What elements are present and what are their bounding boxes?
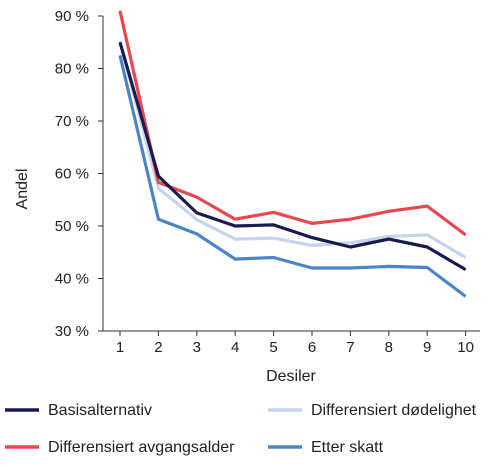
y-tick-label: 30 % (55, 323, 89, 340)
y-tick-label: 80 % (55, 61, 89, 78)
x-tick-label: 8 (385, 339, 393, 356)
x-axis-title: Desiler (266, 368, 316, 385)
x-tick-label: 6 (308, 339, 316, 356)
y-tick-label: 40 % (55, 271, 89, 288)
y-tick-label: 50 % (55, 218, 89, 235)
y-tick-label: 70 % (55, 113, 89, 130)
x-tick-label: 1 (116, 339, 124, 356)
x-tick-label: 9 (423, 339, 431, 356)
series-lines (118, 10, 467, 298)
y-tick-label: 60 % (55, 166, 89, 183)
x-tick-label: 5 (269, 339, 277, 356)
x-tick-label: 10 (457, 339, 474, 356)
series-line-0 (118, 41, 467, 271)
x-tick-label: 7 (346, 339, 354, 356)
legend-label-0: Basisalternativ (48, 402, 152, 419)
y-axis: 30 % 40 % 50 % 60 % 70 % 80 % 90 % (55, 8, 104, 340)
y-tick-label: 90 % (55, 8, 89, 25)
x-axis: 1 2 3 4 5 6 7 8 9 10 (103, 330, 480, 356)
x-tick-label: 3 (193, 339, 201, 356)
series-line-3 (118, 55, 467, 298)
legend-label-3: Etter skatt (311, 439, 384, 456)
series-line-1 (118, 10, 467, 237)
series-line-2 (118, 40, 467, 259)
legend-label-2: Differensiert dødelighet (311, 402, 477, 419)
x-tick-label: 4 (231, 339, 239, 356)
y-axis-title: Andel (14, 169, 31, 210)
legend-label-1: Differensiert avgangsalder (48, 439, 235, 456)
x-tick-label: 2 (154, 339, 162, 356)
legend: Basisalternativ Differensiert avgangsalde… (5, 402, 477, 456)
